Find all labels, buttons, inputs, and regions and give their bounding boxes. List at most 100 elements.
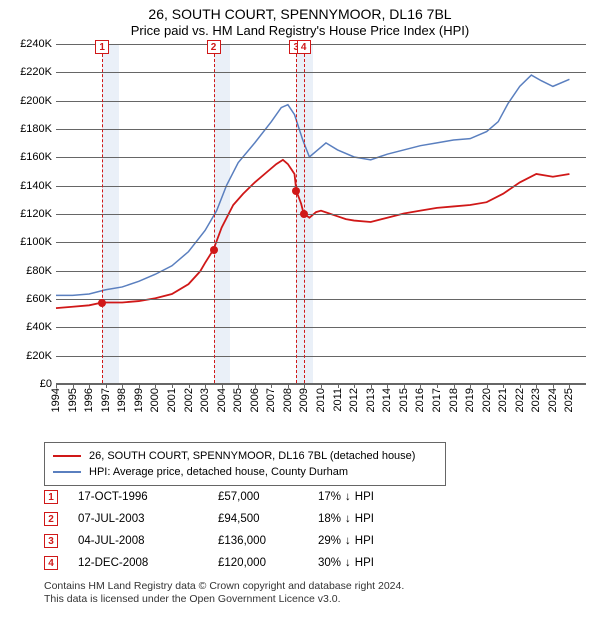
sale-price: £120,000 [218, 557, 318, 569]
y-gridline [56, 214, 586, 215]
y-axis-label: £0 [8, 378, 52, 390]
y-gridline [56, 299, 586, 300]
sale-vline [102, 44, 103, 383]
sale-price: £94,500 [218, 513, 318, 525]
sale-row: 4 12-DEC-2008£120,00030%↓HPI [44, 552, 428, 574]
legend-row: HPI: Average price, detached house, Coun… [53, 464, 437, 480]
sale-row-marker: 1 [44, 490, 58, 504]
sale-date: 07-JUL-2003 [78, 513, 218, 525]
x-axis-label: 1995 [67, 388, 79, 412]
legend: 26, SOUTH COURT, SPENNYMOOR, DL16 7BL (d… [44, 442, 446, 486]
plot-area: 1234 [56, 44, 586, 384]
y-axis-label: £220K [8, 66, 52, 78]
x-axis-label: 1996 [83, 388, 95, 412]
sale-point [292, 187, 300, 195]
x-axis-label: 2020 [481, 388, 493, 412]
sale-date: 17-OCT-1996 [78, 491, 218, 503]
x-axis-label: 1999 [133, 388, 145, 412]
x-axis-label: 2008 [282, 388, 294, 412]
x-axis-label: 2001 [166, 388, 178, 412]
sale-date: 12-DEC-2008 [78, 557, 218, 569]
y-gridline [56, 186, 586, 187]
x-axis-label: 2025 [563, 388, 575, 412]
x-axis-label: 2010 [315, 388, 327, 412]
legend-row: 26, SOUTH COURT, SPENNYMOOR, DL16 7BL (d… [53, 448, 437, 464]
x-axis-label: 2021 [497, 388, 509, 412]
x-axis-label: 2011 [332, 388, 344, 412]
x-axis-label: 2022 [514, 388, 526, 412]
x-axis-label: 2005 [232, 388, 244, 412]
x-axis-label: 2009 [298, 388, 310, 412]
sale-row: 1 17-OCT-1996£57,00017% ↓ HPI [44, 486, 428, 508]
sale-marker: 1 [95, 40, 109, 54]
arrow-down-icon: ↓ [345, 513, 351, 525]
chart-subtitle: Price paid vs. HM Land Registry's House … [0, 23, 600, 38]
legend-swatch [53, 455, 81, 457]
y-gridline [56, 44, 586, 45]
y-axis-label: £240K [8, 38, 52, 50]
sale-row-marker: 3 [44, 534, 58, 548]
y-gridline [56, 271, 586, 272]
chart-title: 26, SOUTH COURT, SPENNYMOOR, DL16 7BL [0, 6, 600, 22]
hpi-label: HPI [355, 535, 374, 547]
arrow-down-icon: ↓ [345, 535, 351, 547]
sale-price: £57,000 [218, 491, 318, 503]
sale-vline [214, 44, 215, 383]
sale-point [300, 210, 308, 218]
legend-label: HPI: Average price, detached house, Coun… [89, 466, 348, 478]
sale-marker: 4 [297, 40, 311, 54]
sale-row-marker: 2 [44, 512, 58, 526]
sale-vs-hpi: 17% ↓ HPI [318, 491, 428, 503]
title-block: 26, SOUTH COURT, SPENNYMOOR, DL16 7BL Pr… [0, 0, 600, 38]
y-axis-label: £160K [8, 151, 52, 163]
y-gridline [56, 129, 586, 130]
sale-pct: 17% [318, 491, 341, 503]
chart-container: 26, SOUTH COURT, SPENNYMOOR, DL16 7BL Pr… [0, 0, 600, 620]
y-gridline [56, 72, 586, 73]
arrow-down-icon: ↓ [345, 491, 351, 503]
sale-pct: 29% [318, 535, 341, 547]
y-axis-label: £140K [8, 180, 52, 192]
hpi-label: HPI [355, 513, 374, 525]
legend-label: 26, SOUTH COURT, SPENNYMOOR, DL16 7BL (d… [89, 450, 415, 462]
y-gridline [56, 327, 586, 328]
x-axis-label: 1997 [100, 388, 112, 412]
hpi-label: HPI [355, 491, 374, 503]
y-gridline [56, 101, 586, 102]
x-axis-label: 2006 [249, 388, 261, 412]
x-axis-label: 2016 [414, 388, 426, 412]
y-axis-label: £60K [8, 293, 52, 305]
y-axis-label: £100K [8, 236, 52, 248]
sale-marker: 2 [207, 40, 221, 54]
y-axis-label: £200K [8, 95, 52, 107]
x-axis-label: 2004 [216, 388, 228, 412]
sale-row: 304-JUL-2008£136,00029%↓HPI [44, 530, 428, 552]
x-axis-label: 2014 [381, 388, 393, 412]
x-axis-label: 2019 [464, 388, 476, 412]
sale-row-marker: 4 [44, 556, 58, 570]
sale-price: £136,000 [218, 535, 318, 547]
y-axis-label: £40K [8, 321, 52, 333]
sale-vs-hpi: 29% ↓ HPI [318, 535, 428, 547]
footer-attribution: Contains HM Land Registry data © Crown c… [44, 580, 588, 606]
hpi-label: HPI [355, 557, 374, 569]
y-gridline [56, 356, 586, 357]
footer-line-1: Contains HM Land Registry data © Crown c… [44, 580, 588, 593]
sale-vs-hpi: 18%↓HPI [318, 513, 428, 525]
sale-pct: 30% [318, 557, 341, 569]
legend-swatch [53, 471, 81, 473]
sale-vs-hpi: 30%↓HPI [318, 557, 428, 569]
y-axis-label: £80K [8, 265, 52, 277]
x-axis-label: 2013 [365, 388, 377, 412]
x-axis-label: 2003 [199, 388, 211, 412]
x-axis-label: 1998 [116, 388, 128, 412]
x-axis-label: 2018 [448, 388, 460, 412]
sale-point [210, 246, 218, 254]
y-axis-label: £180K [8, 123, 52, 135]
y-axis-label: £20K [8, 350, 52, 362]
y-axis-label: £120K [8, 208, 52, 220]
x-axis-label: 2023 [530, 388, 542, 412]
x-axis-label: 2024 [547, 388, 559, 412]
x-axis-label: 1994 [50, 388, 62, 412]
sale-row: 207-JUL-2003£94,50018%↓HPI [44, 508, 428, 530]
